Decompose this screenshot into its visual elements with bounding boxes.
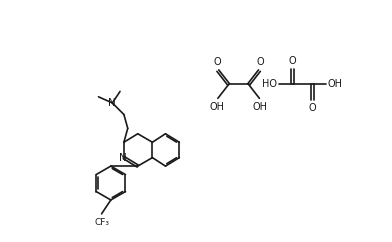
Text: CF₃: CF₃ — [94, 218, 109, 227]
Text: N: N — [109, 98, 116, 108]
Text: OH: OH — [210, 102, 225, 112]
Text: OH: OH — [328, 79, 343, 90]
Text: O: O — [256, 57, 264, 67]
Text: O: O — [309, 103, 316, 113]
Text: N: N — [119, 153, 127, 163]
Text: HO: HO — [262, 79, 277, 90]
Text: O: O — [213, 57, 221, 67]
Text: OH: OH — [253, 102, 268, 112]
Text: O: O — [289, 56, 296, 66]
